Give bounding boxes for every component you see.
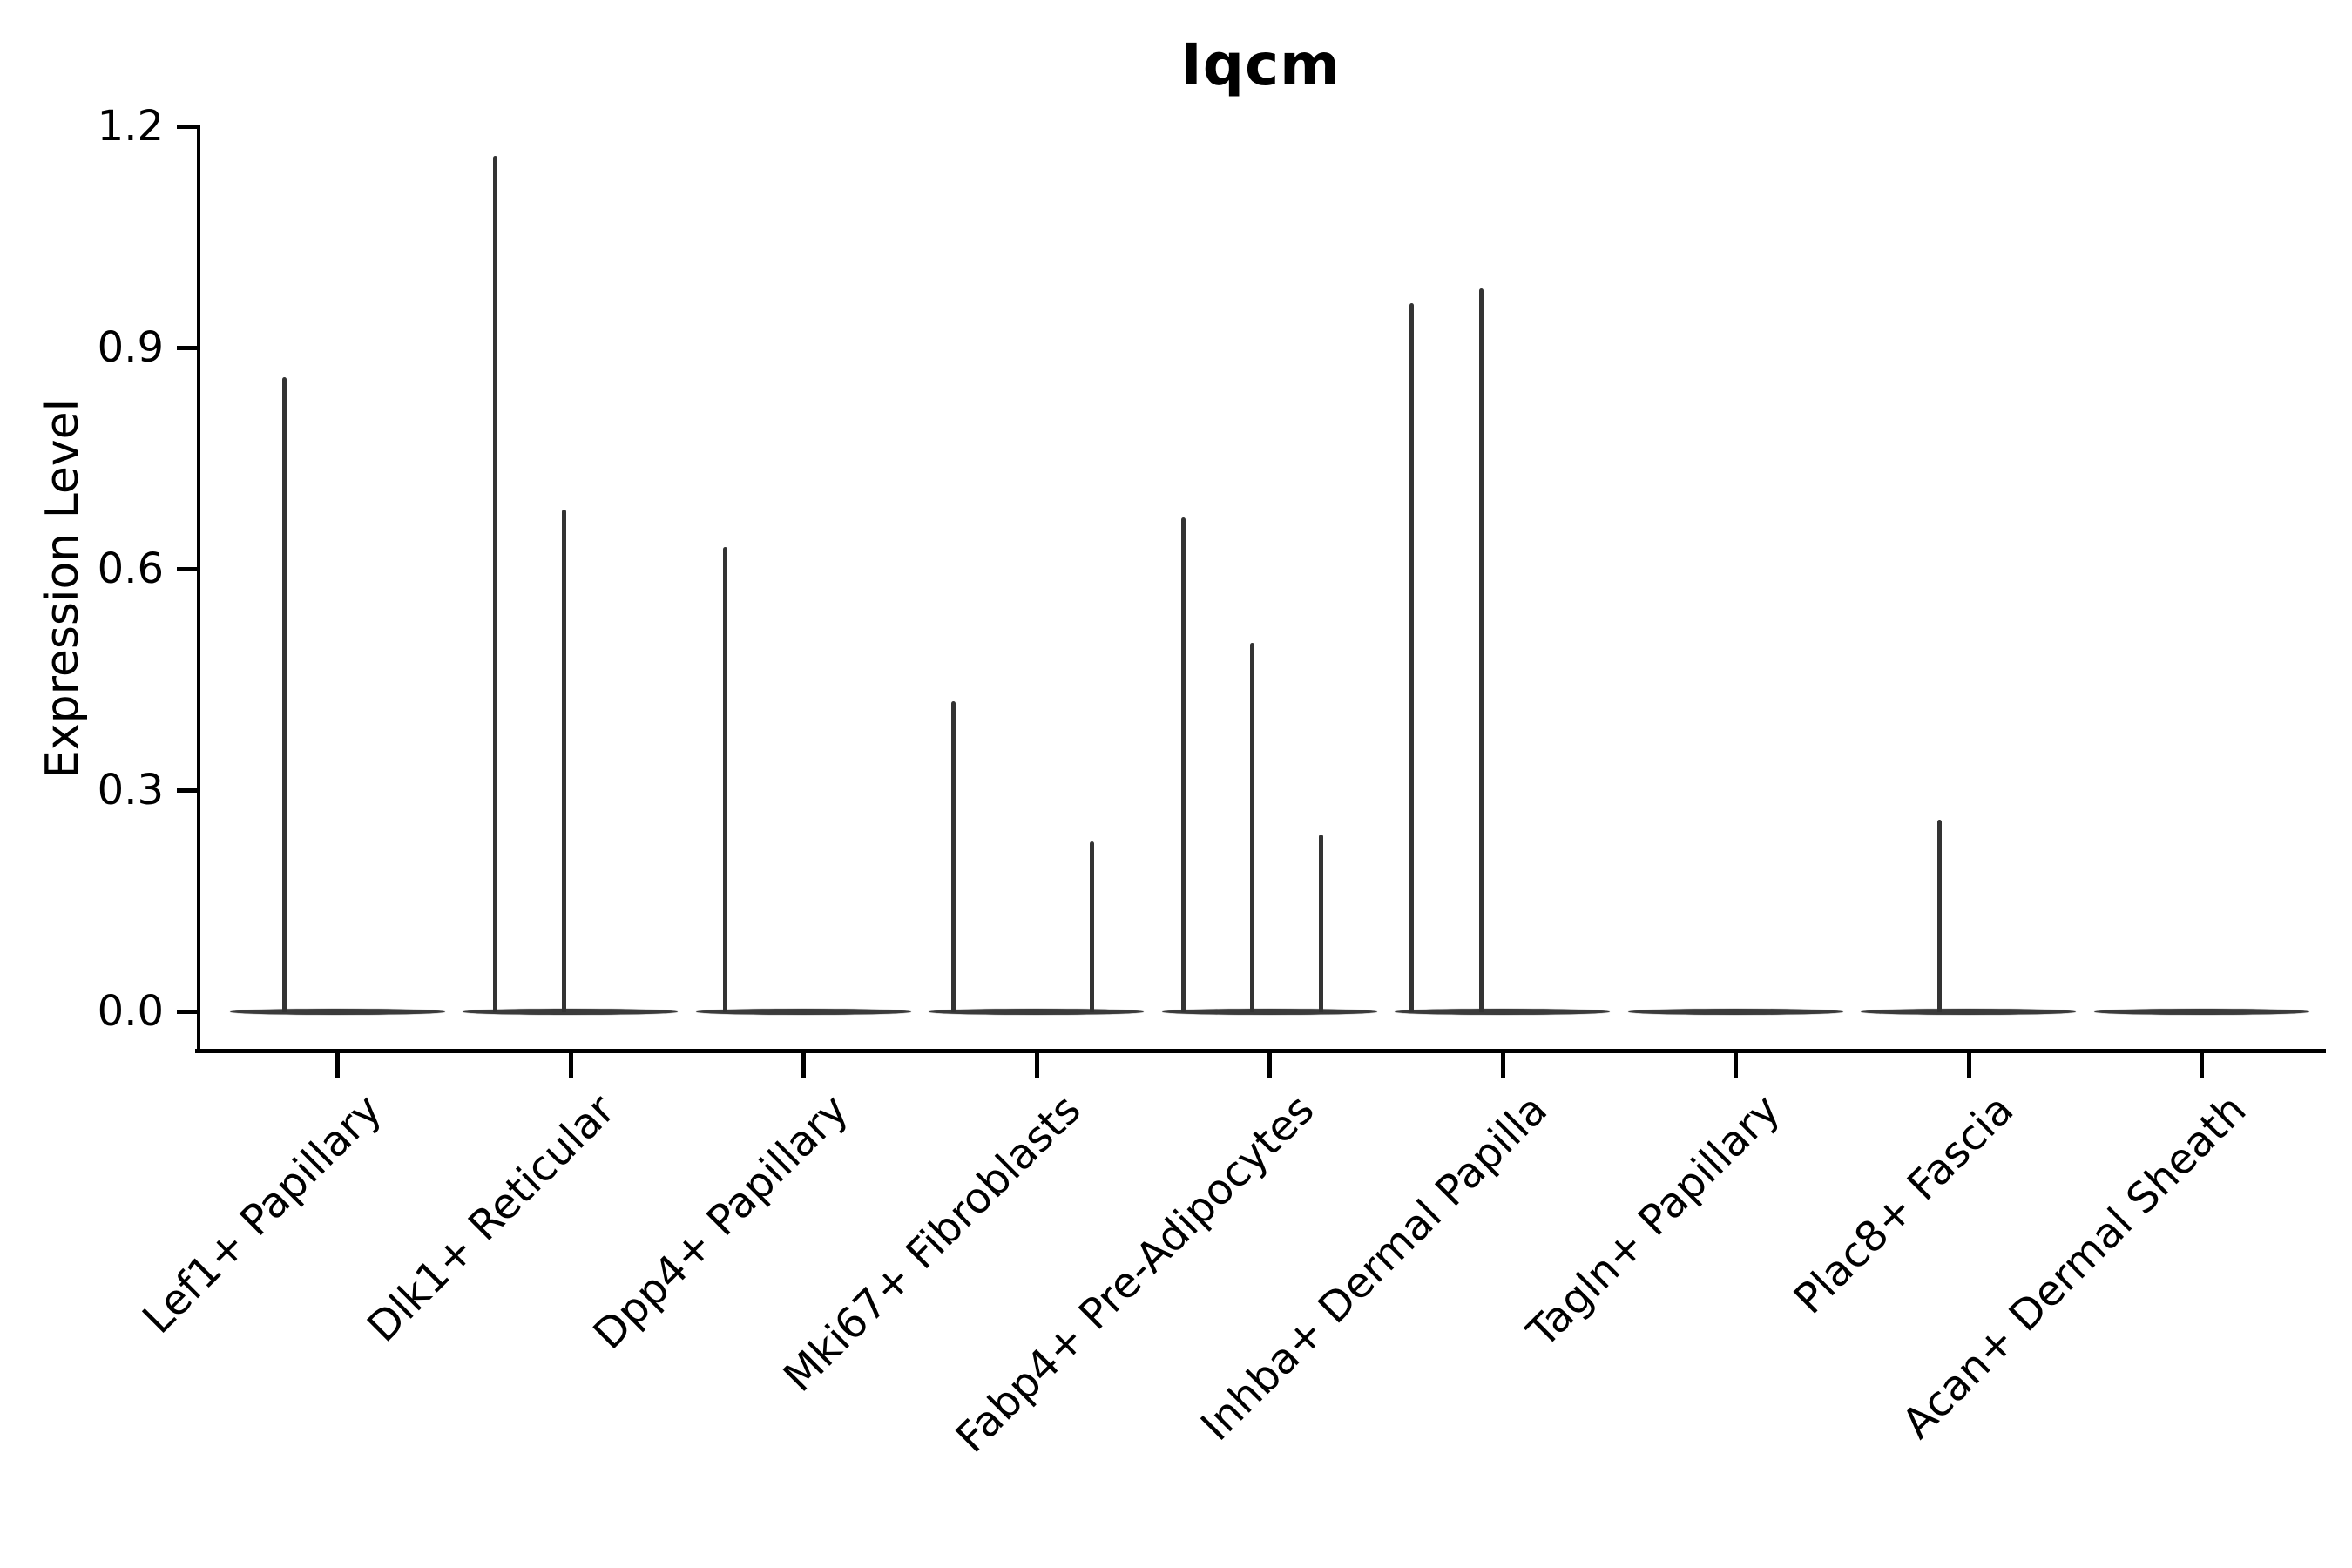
x-tick [2200, 1053, 2204, 1078]
y-tick [177, 345, 197, 350]
violin-spike [1409, 303, 1414, 1012]
x-tick [801, 1053, 806, 1078]
x-tick-label: Tagln+ Papillary [1517, 1085, 1790, 1357]
x-axis-spine [195, 1049, 2326, 1053]
violin-body [229, 1009, 445, 1015]
violin-body [1627, 1009, 1843, 1015]
x-tick [1267, 1053, 1272, 1078]
violin-spike [722, 546, 727, 1012]
violin-spike [1318, 834, 1323, 1012]
x-tick [335, 1053, 340, 1078]
y-tick-label: 0.9 [97, 322, 164, 372]
x-tick [1034, 1053, 1039, 1078]
x-tick [568, 1053, 573, 1078]
y-tick-label: 0.6 [97, 544, 164, 593]
violin-body [1861, 1009, 2076, 1015]
x-tick [1966, 1053, 1971, 1078]
x-tick-label: Dlk1+ Reticular [358, 1085, 625, 1352]
violin-body [463, 1009, 678, 1015]
x-tick-label: Dpp4+ Papillary [584, 1085, 858, 1359]
y-tick-label: 0.0 [97, 987, 164, 1036]
x-tick [1500, 1053, 1505, 1078]
violin-spike [1090, 841, 1094, 1012]
violin-spike [1180, 517, 1186, 1012]
violin-spike [493, 155, 497, 1012]
chart-title: Iqcm [1180, 31, 1341, 98]
violin-spike [1249, 642, 1254, 1012]
violin-body [1161, 1009, 1377, 1015]
x-tick [1734, 1053, 1738, 1078]
violin-spike [1479, 288, 1484, 1012]
y-tick [177, 124, 197, 129]
x-tick-label: Plac8+ Fascia [1784, 1085, 2023, 1324]
violin-spike [1937, 819, 1942, 1012]
y-axis-spine [197, 125, 200, 1053]
violin-spike [281, 376, 287, 1012]
violin-body [1395, 1009, 1610, 1015]
violin-spike [562, 510, 566, 1012]
violin-spike [951, 701, 956, 1012]
violin-body [2093, 1009, 2309, 1015]
y-tick-label: 0.3 [97, 765, 164, 814]
x-tick-label: Lef1+ Papillary [133, 1085, 392, 1343]
y-tick [177, 1010, 197, 1014]
y-tick-label: 1.2 [97, 101, 164, 151]
violin-body [695, 1009, 911, 1015]
violin-body [929, 1009, 1144, 1015]
y-tick [177, 787, 197, 793]
y-tick [177, 566, 197, 571]
